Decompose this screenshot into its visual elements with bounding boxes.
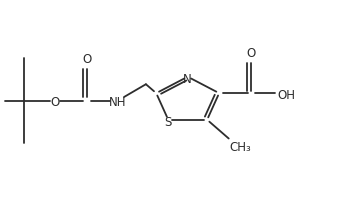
Text: OH: OH xyxy=(278,89,296,102)
Text: S: S xyxy=(165,115,172,128)
Text: O: O xyxy=(246,46,256,59)
Text: O: O xyxy=(51,96,60,109)
Text: O: O xyxy=(82,53,91,65)
Text: N: N xyxy=(183,72,192,85)
Text: CH₃: CH₃ xyxy=(230,140,252,153)
Text: NH: NH xyxy=(109,96,127,109)
